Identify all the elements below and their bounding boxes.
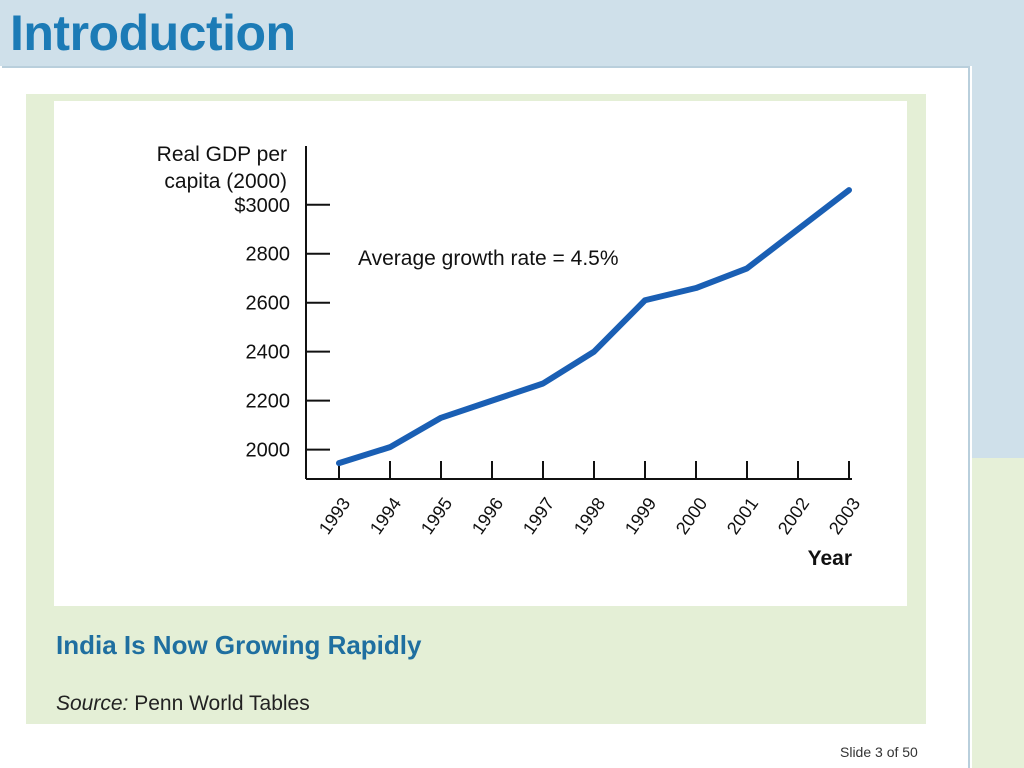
header-band bbox=[0, 0, 1024, 66]
y-axis-label-line-1: Real GDP per bbox=[157, 143, 287, 166]
x-tick-label: 2002 bbox=[774, 494, 813, 538]
growth-rate-annotation: Average growth rate = 4.5% bbox=[358, 247, 619, 270]
side-band bbox=[972, 66, 1024, 458]
y-tick-label: $3000 bbox=[234, 195, 290, 217]
source-label: Source: bbox=[56, 692, 129, 715]
chart-area: Real GDP per capita (2000) Average growt… bbox=[54, 101, 907, 606]
axes bbox=[305, 146, 852, 480]
side-band-lower bbox=[972, 458, 1024, 768]
source-value: Penn World Tables bbox=[134, 692, 310, 715]
gdp-series-line bbox=[336, 187, 852, 467]
slide-number: Slide 3 of 50 bbox=[840, 744, 918, 760]
y-tick-label: 2400 bbox=[246, 342, 291, 364]
x-tick-label: 1994 bbox=[366, 494, 405, 538]
x-tick-label: 1998 bbox=[570, 494, 609, 538]
figure-caption: India Is Now Growing Rapidly bbox=[56, 630, 422, 660]
x-axis-label: Year bbox=[808, 547, 852, 570]
x-tick-label: 1993 bbox=[315, 494, 354, 538]
figure-source: Source: Penn World Tables bbox=[56, 692, 310, 716]
x-tick-label: 1997 bbox=[519, 494, 558, 538]
y-tick-label: 2000 bbox=[246, 440, 291, 462]
x-tick-label: 2000 bbox=[672, 494, 711, 538]
slide-title: Introduction bbox=[10, 5, 296, 61]
y-tick-label: 2200 bbox=[246, 391, 291, 413]
series-layer bbox=[336, 187, 852, 467]
y-axis-label-line-2: capita (2000) bbox=[164, 170, 287, 193]
x-tick-label: 1995 bbox=[417, 494, 456, 538]
y-tick-label: 2600 bbox=[246, 293, 291, 315]
y-tick-label: 2800 bbox=[246, 244, 291, 266]
x-tick-label: 2001 bbox=[723, 494, 762, 538]
x-tick-label: 1999 bbox=[621, 494, 660, 538]
x-tick-label: 1996 bbox=[468, 494, 507, 538]
x-tick-label: 2003 bbox=[825, 494, 864, 538]
gdp-line-chart: Real GDP per capita (2000) Average growt… bbox=[157, 143, 865, 570]
